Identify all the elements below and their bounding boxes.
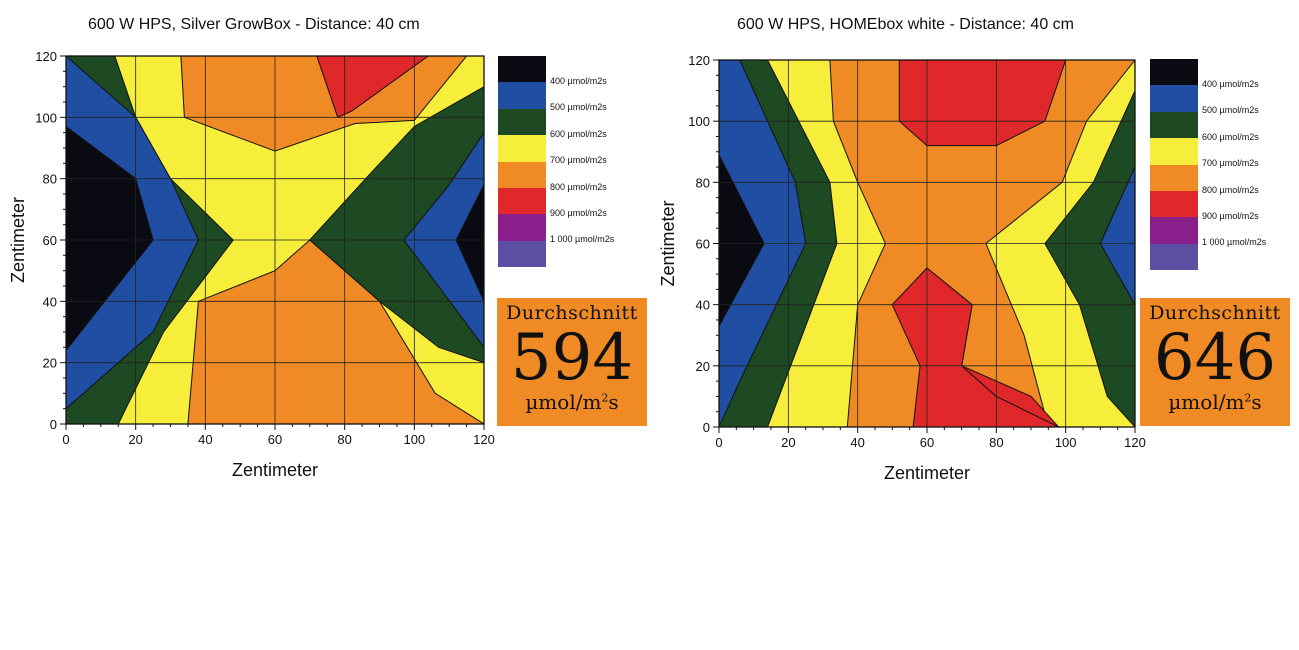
y-tick-label: 120 — [35, 49, 57, 64]
legend-swatch — [1150, 138, 1198, 165]
x-tick-label: 80 — [337, 432, 351, 447]
x-tick-label: 0 — [715, 435, 722, 450]
legend-label: 700 µmol/m2s — [1202, 158, 1259, 169]
x-axis-label: Zentimeter — [884, 463, 970, 483]
y-tick-label: 40 — [43, 294, 57, 309]
average-label: Durchschnitt — [1149, 302, 1281, 324]
y-axis-label: Zentimeter — [658, 200, 678, 286]
average-unit: µmol/m2s — [1140, 390, 1290, 414]
unit-main: µmol/m — [1168, 390, 1245, 414]
x-tick-label: 120 — [473, 432, 495, 447]
legend-label: 900 µmol/m2s — [1202, 210, 1259, 221]
legend-swatch — [498, 187, 546, 215]
x-tick-label: 40 — [850, 435, 864, 450]
y-tick-label: 0 — [703, 420, 710, 435]
legend-label: 1 000 µmol/m2s — [1202, 237, 1267, 248]
x-tick-label: 60 — [268, 432, 282, 447]
y-tick-label: 60 — [696, 237, 710, 252]
legend-label: 800 µmol/m2s — [1202, 184, 1259, 195]
x-tick-label: 60 — [920, 435, 934, 450]
chart-panel-silver-growbox: 600 W HPS, Silver GrowBox - Distance: 40… — [0, 0, 650, 500]
y-tick-label: 120 — [688, 53, 710, 68]
legend-label: 400 µmol/m2s — [550, 76, 607, 86]
x-tick-label: 80 — [989, 435, 1003, 450]
unit-end: s — [608, 390, 619, 414]
y-tick-label: 0 — [50, 417, 57, 432]
average-label: Durchschnitt — [506, 302, 638, 324]
average-value: 594 — [510, 321, 634, 395]
chart-panel-homebox-white: 600 W HPS, HOMEbox white - Distance: 40 … — [650, 0, 1299, 500]
average-box: Durchschnitt 646 µmol/m2s — [1140, 298, 1290, 426]
y-tick-label: 60 — [43, 233, 57, 248]
unit-end: s — [1251, 390, 1262, 414]
legend-label: 700 µmol/m2s — [550, 155, 607, 166]
legend-swatch — [498, 214, 546, 241]
legend-swatch — [498, 161, 546, 188]
y-tick-label: 40 — [696, 298, 710, 313]
unit-exponent: 2 — [601, 391, 609, 405]
contour-plot: 0 20 40 60 80 100 120 0 20 40 60 80 100 120 Zentimeter… — [8, 49, 495, 480]
chart-title: 600 W HPS, HOMEbox white - Distance: 40 … — [737, 16, 1074, 33]
x-tick-label: 20 — [128, 432, 142, 447]
legend-label: 400 µmol/m2s — [1202, 79, 1259, 89]
legend-label: 500 µmol/m2s — [1202, 105, 1259, 116]
legend-swatch — [1150, 243, 1198, 271]
contour-region — [1099, 166, 1135, 306]
y-tick-label: 100 — [35, 110, 57, 125]
y-tick-label: 20 — [696, 359, 710, 374]
legend-swatch — [1150, 164, 1198, 191]
legend-swatch — [498, 56, 546, 83]
y-axis-label: Zentimeter — [8, 197, 28, 283]
legend-label: 900 µmol/m2s — [550, 207, 607, 218]
average-unit: µmol/m2s — [497, 390, 647, 414]
legend-swatch — [1150, 190, 1198, 218]
contour-region — [455, 184, 484, 302]
legend-label: 800 µmol/m2s — [550, 181, 607, 192]
legend-swatch — [1150, 59, 1198, 86]
x-tick-label: 40 — [198, 432, 212, 447]
chart-title: 600 W HPS, Silver GrowBox - Distance: 40… — [88, 16, 420, 33]
y-tick-label: 20 — [43, 356, 57, 371]
legend-swatch — [1150, 85, 1198, 112]
legend-swatch — [498, 82, 546, 109]
contour-plot: 0 20 40 60 80 100 120 0 20 40 60 80 100 120 Zentimeter… — [658, 53, 1146, 483]
legend-label: 500 µmol/m2s — [550, 102, 607, 113]
unit-main: µmol/m — [525, 390, 602, 414]
contour-region — [719, 154, 765, 327]
average-value: 646 — [1153, 321, 1277, 395]
x-tick-label: 100 — [1055, 435, 1077, 450]
x-tick-label: 100 — [403, 432, 425, 447]
average-box: Durchschnitt 594 µmol/m2s — [497, 298, 647, 426]
legend-swatch — [498, 135, 546, 162]
legend-swatch — [1150, 111, 1198, 139]
legend-swatch — [498, 240, 546, 268]
y-tick-label: 100 — [688, 114, 710, 129]
x-tick-label: 0 — [62, 432, 69, 447]
unit-exponent: 2 — [1244, 391, 1252, 405]
legend-swatch — [498, 108, 546, 136]
y-tick-label: 80 — [43, 172, 57, 187]
x-tick-label: 120 — [1124, 435, 1146, 450]
legend-label: 600 µmol/m2s — [1202, 131, 1259, 142]
legend-swatch — [1150, 217, 1198, 244]
x-tick-label: 20 — [781, 435, 795, 450]
y-tick-label: 80 — [696, 175, 710, 190]
legend-label: 600 µmol/m2s — [550, 128, 607, 139]
legend-label: 1 000 µmol/m2s — [550, 234, 615, 245]
x-axis-label: Zentimeter — [232, 460, 318, 480]
